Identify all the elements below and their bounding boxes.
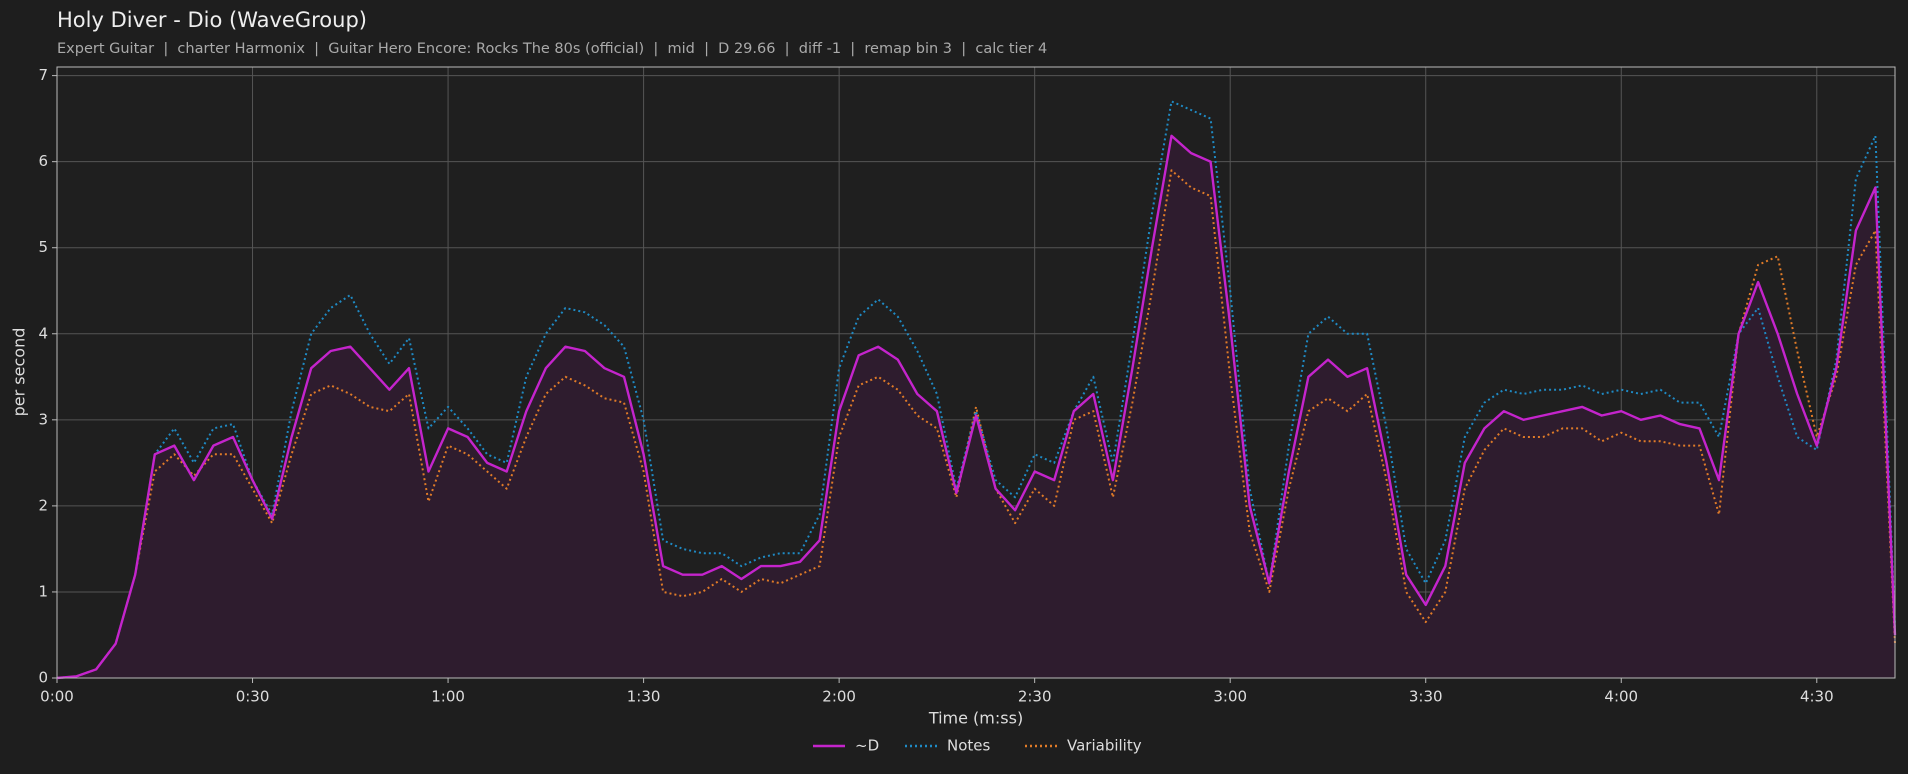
y-tick-label: 0 [38, 669, 48, 687]
x-tick-label: 0:30 [236, 688, 270, 706]
x-tick-label: 4:00 [1604, 688, 1638, 706]
x-tick-label: 3:00 [1213, 688, 1247, 706]
y-tick-label: 7 [38, 66, 48, 84]
plot-border [56, 66, 1896, 679]
legend-label: Variability [1067, 737, 1142, 755]
legend-label: ~D [855, 737, 879, 755]
y-tick-label: 1 [38, 582, 48, 600]
x-tick-label: 1:00 [431, 688, 465, 706]
chart-title: Holy Diver - Dio (WaveGroup) [57, 8, 367, 32]
y-tick-label: 2 [38, 496, 48, 514]
x-tick-label: 4:30 [1800, 688, 1834, 706]
y-tick-label: 6 [38, 152, 48, 170]
x-tick-label: 3:30 [1409, 688, 1443, 706]
series-line [56, 100, 1896, 679]
chart-subtitle: Expert Guitar | charter Harmonix | Guita… [57, 41, 1047, 57]
x-tick-label: 2:00 [822, 688, 856, 706]
x-tick-label: 2:30 [1018, 688, 1052, 706]
series-line [56, 169, 1896, 679]
y-tick-label: 4 [38, 324, 48, 342]
y-tick-label: 3 [38, 410, 48, 428]
series-line [56, 134, 1897, 680]
x-axis-label: Time (m:ss) [928, 709, 1023, 728]
legend-label: Notes [947, 737, 991, 755]
y-axis-label: per second [10, 328, 29, 417]
x-tick-label: 1:30 [627, 688, 661, 706]
y-tick-label: 5 [38, 238, 48, 256]
area-fill [57, 135, 1895, 679]
x-tick-label: 0:00 [40, 688, 74, 706]
